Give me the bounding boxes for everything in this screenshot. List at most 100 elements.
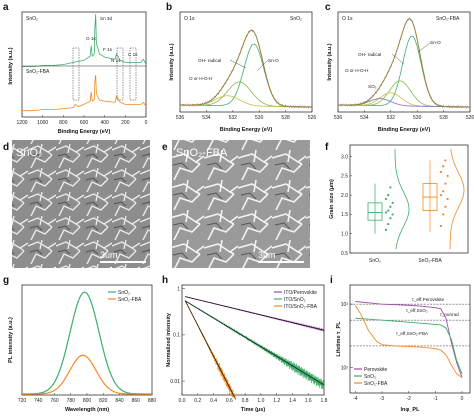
panel-label-c: c bbox=[325, 2, 331, 13]
category-label-sno2-fba: SnO₂-FBA bbox=[418, 258, 442, 264]
core-level-label-b: O 1s bbox=[184, 16, 195, 22]
x-tick-label: 1.4 bbox=[289, 398, 296, 404]
y-tick-label: 1 bbox=[177, 286, 180, 292]
plot-frame-b bbox=[179, 11, 313, 113]
fit-line-ito-sno2-fba bbox=[184, 300, 236, 400]
data-point bbox=[439, 170, 443, 174]
category-label-sno2: SnO₂ bbox=[369, 258, 381, 264]
annotation-o-hoh-c: O or H-O-H bbox=[345, 68, 368, 73]
x-tick-label: 740 bbox=[34, 398, 43, 404]
pl-curve-sno2-fba bbox=[22, 354, 152, 395]
data-point bbox=[444, 182, 447, 185]
x-tick-label: 530 bbox=[413, 115, 422, 121]
y-tick-label: 10³ bbox=[341, 302, 349, 308]
data-point bbox=[391, 201, 394, 204]
plot-frame-f bbox=[349, 144, 469, 254]
xlabel-b: Binding Energy (eV) bbox=[220, 127, 273, 133]
pl-curve-sno2 bbox=[22, 291, 152, 395]
scale-text-e: 3um bbox=[258, 250, 276, 260]
box-body bbox=[367, 202, 383, 221]
ylabel-g: PL intensity (a.u.) bbox=[8, 317, 14, 363]
ylabel-b: Intensity (a.u.) bbox=[169, 43, 175, 80]
annotation-so3-c: SO₃ bbox=[368, 84, 377, 89]
data-point bbox=[387, 209, 390, 212]
envelope-fit-b bbox=[179, 29, 313, 108]
xlabel-g: Wavelength (nm) bbox=[65, 407, 109, 413]
x-tick-label: 1.0 bbox=[257, 398, 264, 404]
series-line-sno2-fba bbox=[22, 74, 147, 112]
annotation-tau-eff-sno2: τ_eff,SnO₂ bbox=[406, 308, 428, 313]
x-tick-label: 0.0 bbox=[179, 398, 186, 404]
legend-label-sno2-fba: SnO₂-FBA bbox=[118, 297, 142, 303]
y-tick-label: 2.0 bbox=[341, 193, 348, 199]
pointer-sno-c bbox=[417, 42, 431, 53]
peak-label-n1s: N 1s bbox=[111, 58, 121, 63]
x-tick-label: 860 bbox=[132, 398, 141, 404]
data-point bbox=[391, 213, 394, 216]
peak-label-o1s: O 1s bbox=[86, 36, 96, 41]
data-point bbox=[442, 165, 445, 168]
peak-label-f1s: F 1s bbox=[103, 47, 113, 52]
data-point bbox=[384, 197, 388, 201]
plot-frame-h bbox=[181, 284, 325, 396]
density-curve bbox=[449, 148, 465, 250]
x-tick-label: -2 bbox=[406, 396, 411, 402]
xlabel-a: Binding Energy (eV) bbox=[58, 129, 111, 135]
plot-frame-c bbox=[337, 11, 471, 113]
x-tick-label: 536 bbox=[176, 115, 185, 121]
x-tick-label: 526 bbox=[466, 115, 474, 121]
x-tick-label: 532 bbox=[229, 115, 238, 121]
panel-i: i Lifetime τ_PL lnφ_PL -4 -3 -2 -1 0 10³ 10² τ… bbox=[330, 275, 471, 413]
x-tick-label: 200 bbox=[121, 120, 130, 126]
envelope-fit-c bbox=[337, 18, 471, 108]
ylabel-h: Normalized intensity bbox=[166, 312, 172, 367]
legend-label-sno2-fba-i: SnO₂-FBA bbox=[364, 381, 388, 387]
x-tick-label: 880 bbox=[148, 398, 157, 404]
sample-label-c: SnO₂-FBA bbox=[436, 16, 460, 22]
decay-curve-ito-sno2 bbox=[184, 300, 325, 389]
annotation-sn-o-c: Sn-O bbox=[430, 40, 441, 45]
legend-label-sno2: SnO₂ bbox=[118, 290, 130, 296]
x-tick-label: 800 bbox=[59, 120, 68, 126]
y-tick-label: 1.5 bbox=[341, 212, 348, 218]
panel-label-f: f bbox=[325, 142, 329, 153]
lifetime-curve-perovskite bbox=[355, 301, 463, 378]
data-point bbox=[444, 159, 447, 162]
y-tick-label: 10² bbox=[341, 366, 349, 372]
x-tick-label: 720 bbox=[18, 398, 27, 404]
data-point bbox=[384, 211, 388, 214]
annotation-oh-radical-b: OH- radical bbox=[198, 58, 221, 63]
y-tick-label: 1.0 bbox=[341, 232, 348, 238]
data-point bbox=[389, 205, 392, 208]
series-name-sno2: SnO₂ bbox=[26, 16, 38, 22]
panel-g: g PL intensity (a.u.) Wavelength (nm) 72… bbox=[3, 275, 156, 413]
x-tick-label: 1.2 bbox=[273, 398, 280, 404]
peak-label-sn3d: Sn 3d bbox=[100, 16, 112, 21]
x-tick-label: 532 bbox=[387, 115, 396, 121]
pointer-sno-b bbox=[257, 59, 269, 71]
x-tick-label: 0.6 bbox=[226, 398, 233, 404]
x-tick-label: 820 bbox=[99, 398, 108, 404]
series-name-sno2-fba: SnO₂-FBA bbox=[26, 69, 50, 75]
legend-label-ito-perovskite: ITO/Perovskite bbox=[284, 290, 317, 296]
x-tick-label: 800 bbox=[83, 398, 92, 404]
legend-label-ito-sno2-fba: ITO/SnO₂-FBA bbox=[284, 304, 318, 310]
x-tick-label: 534 bbox=[202, 115, 211, 121]
sem-image-sno2 bbox=[12, 140, 150, 268]
x-tick-label: 0 bbox=[145, 120, 148, 126]
panel-label-g: g bbox=[3, 275, 9, 286]
data-point bbox=[387, 194, 390, 197]
x-tick-label: 780 bbox=[67, 398, 76, 404]
x-tick-label: 530 bbox=[255, 115, 264, 121]
panel-a: a Intensity (a.u.) Binding Energy (eV) 1… bbox=[3, 2, 148, 135]
component-peak-oh-radical bbox=[337, 80, 471, 108]
legend-label-perovskite: Perovskite bbox=[364, 367, 388, 373]
annotation-tau-eff-sno2-fba: τ_eff,SnO₂-FBA bbox=[396, 331, 429, 336]
panel-label-e: e bbox=[162, 142, 168, 153]
x-tick-label: 1000 bbox=[37, 120, 48, 126]
panel-label-a: a bbox=[3, 2, 9, 13]
panel-label-d: d bbox=[3, 142, 9, 153]
x-tick-label: -1 bbox=[433, 396, 438, 402]
ylabel-f: Grain size (μm) bbox=[329, 179, 335, 219]
